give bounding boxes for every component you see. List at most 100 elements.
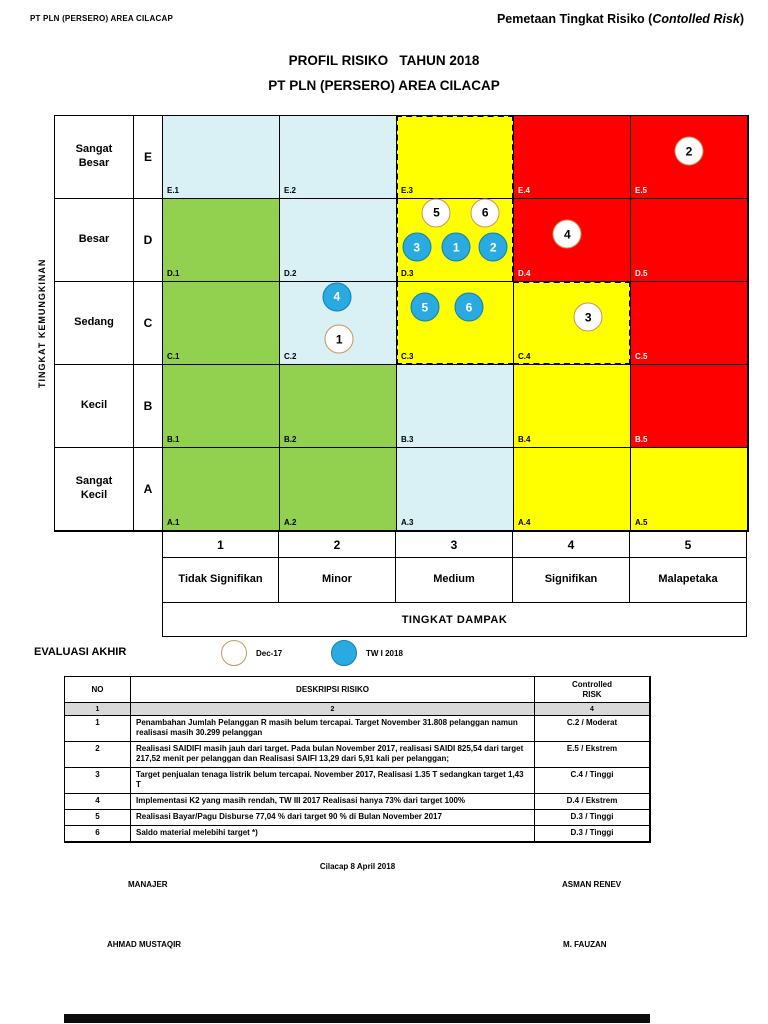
impact-label: Signifikan [513, 558, 630, 603]
risk-boundary-dashed-line [396, 281, 514, 365]
matrix-cell-label: C.3 [401, 352, 414, 361]
matrix-cell-label: A.5 [635, 518, 648, 527]
legend-dec17-circle-icon [221, 640, 247, 666]
matrix-cell-label: D.1 [167, 269, 180, 278]
matrix-cell-E.2: E.2 [280, 116, 397, 199]
table-row-risk: D.3 / Tinggi [535, 826, 650, 842]
matrix-cell-label: C.1 [167, 352, 180, 361]
table-colnum-3: 4 [535, 703, 650, 716]
risk-marker-tw2018-6: 6 [454, 292, 484, 322]
matrix-cell-E.1: E.1 [163, 116, 280, 199]
signature-right-title: ASMAN RENEV [562, 880, 622, 889]
table-header-desc: DESKRIPSI RISIKO [131, 677, 535, 703]
table-row-risk: C.2 / Moderat [535, 716, 650, 742]
matrix-cell-C.1: C.1 [163, 282, 280, 365]
header-subtitle-prefix: Pemetaan Tingkat Risiko ( [496, 12, 653, 26]
table-colnum-1: 1 [65, 703, 131, 716]
table-row-no: 1 [65, 716, 131, 742]
matrix-cell-D.2: D.2 [280, 199, 397, 282]
matrix-cell-E.5: E.5 2 [631, 116, 748, 199]
table-row-desc: Saldo material melebihi target *) [131, 826, 535, 842]
matrix-cell-A.5: A.5 [631, 448, 748, 531]
risk-boundary-dashed-line [396, 115, 514, 199]
impact-label: Medium [396, 558, 513, 603]
page-title-line1: PROFIL RISIKO TAHUN 2018 [288, 53, 480, 68]
matrix-cell-C.5: C.5 [631, 282, 748, 365]
likelihood-name-E: Sangat Besar [55, 116, 134, 199]
matrix-cell-A.3: A.3 [397, 448, 514, 531]
x-axis-label: TINGKAT DAMPAK [162, 603, 747, 637]
matrix-cell-C.2: C.2 4 1 [280, 282, 397, 365]
matrix-cell-label: A.4 [518, 518, 531, 527]
likelihood-name-C: Sedang [55, 282, 134, 365]
page-title: PROFIL RISIKO TAHUN 2018 PT PLN (PERSERO… [0, 48, 768, 98]
risk-marker-dec17-3: 3 [573, 302, 603, 332]
legend-dec17-label: Dec-17 [256, 649, 283, 658]
table-row-risk: D.4 / Ekstrem [535, 794, 650, 810]
matrix-cell-A.1: A.1 [163, 448, 280, 531]
matrix-cell-label: D.3 [401, 269, 414, 278]
impact-number-2: 2 [279, 532, 396, 558]
table-header-risk-line2: RISK [582, 689, 602, 699]
likelihood-name-B: Kecil [55, 365, 134, 448]
likelihood-letter-C: C [134, 282, 163, 365]
matrix-cell-label: A.1 [167, 518, 180, 527]
table-header-risk: Controlled RISK [535, 677, 650, 703]
likelihood-letter-E: E [134, 116, 163, 199]
matrix-cell-C.4: C.4 3 [513, 281, 631, 365]
impact-label: Minor [279, 558, 396, 603]
matrix-cell-label: E.3 [401, 186, 414, 195]
matrix-cell-C.3: C.3 5 6 [396, 281, 514, 365]
header-company: PT PLN (PERSERO) AREA CILACAP [30, 14, 173, 23]
matrix-cell-label: A.2 [284, 518, 297, 527]
risk-marker-tw2018-2: 2 [478, 232, 508, 262]
matrix-cell-D.3: D.3 5 6 3 1 2 [396, 198, 514, 282]
matrix-cell-B.2: B.2 [280, 365, 397, 448]
matrix-cell-label: B.5 [635, 435, 648, 444]
page-title-line2: PT PLN (PERSERO) AREA CILACAP [268, 78, 500, 93]
matrix-cell-label: D.4 [518, 269, 531, 278]
table-row-risk: C.4 / Tinggi [535, 768, 650, 794]
table-row-risk: E.5 / Ekstrem [535, 742, 650, 768]
likelihood-letter-A: A [134, 448, 163, 531]
risk-marker-dec17-2: 2 [674, 136, 704, 166]
risk-marker-dec17-6: 6 [470, 198, 500, 228]
likelihood-name-D: Besar [55, 199, 134, 282]
impact-number-5: 5 [630, 532, 747, 558]
table-row-desc: Penambahan Jumlah Pelanggan R masih belu… [131, 716, 535, 742]
matrix-cell-label: D.5 [635, 269, 648, 278]
table-row-no: 5 [65, 810, 131, 826]
header-subtitle-italic: Contolled Risk [652, 12, 740, 26]
matrix-cell-E.4: E.4 [514, 116, 631, 199]
likelihood-letter-B: B [134, 365, 163, 448]
table-row-desc: Implementasi K2 yang masih rendah, TW II… [131, 794, 535, 810]
matrix-cell-label: B.2 [284, 435, 297, 444]
matrix-cell-label: B.3 [401, 435, 414, 444]
table-row-risk: D.3 / Tinggi [535, 810, 650, 826]
matrix-cell-A.4: A.4 [514, 448, 631, 531]
risk-marker-tw2018-1: 1 [441, 232, 471, 262]
impact-number-1: 1 [162, 532, 279, 558]
matrix-cell-B.4: B.4 [514, 365, 631, 448]
table-row-desc: Realisasi Bayar/Pagu Disburse 77,04 % da… [131, 810, 535, 826]
risk-marker-tw2018-5: 5 [410, 292, 440, 322]
impact-label: Tidak Signifikan [162, 558, 279, 603]
matrix-cell-label: A.3 [401, 518, 414, 527]
impact-number-4: 4 [513, 532, 630, 558]
legend-tw2018-circle-icon [331, 640, 357, 666]
table-row-no: 2 [65, 742, 131, 768]
matrix-cell-label: C.2 [284, 352, 297, 361]
table-row-no: 6 [65, 826, 131, 842]
matrix-cell-label: E.4 [518, 186, 531, 195]
legend-title: EVALUASI AKHIR [34, 646, 127, 658]
table-row-desc: Target penjualan tenaga listrik belum te… [131, 768, 535, 794]
impact-axis: 1 2 3 4 5 Tidak Signifikan Minor Medium Signifik… [54, 532, 747, 637]
impact-number-3: 3 [396, 532, 513, 558]
matrix-cell-label: C.5 [635, 352, 648, 361]
matrix-cell-label: C.4 [518, 352, 531, 361]
signature-date: Cilacap 8 April 2018 [319, 862, 396, 871]
impact-label: Malapetaka [630, 558, 747, 603]
table-row-no: 3 [65, 768, 131, 794]
signature-left-name: AHMAD MUSTAQIR [107, 940, 182, 949]
table-header-no: NO [65, 677, 131, 703]
